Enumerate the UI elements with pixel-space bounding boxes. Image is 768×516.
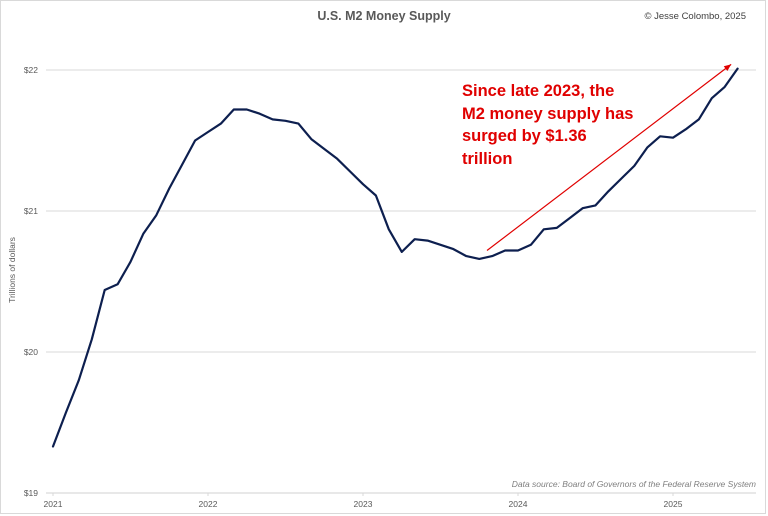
y-tick-label: $21 (24, 206, 38, 216)
x-tick-label: 2023 (354, 499, 373, 509)
annotation-arrow-group (486, 63, 732, 251)
data-source-note: Data source: Board of Governors of the F… (511, 479, 756, 489)
annotation-line: surged by $1.36 (462, 127, 587, 145)
y-tick-label: $19 (24, 488, 38, 498)
gridlines (46, 69, 756, 494)
annotation-arrowhead (723, 64, 732, 71)
chart-title: U.S. M2 Money Supply (317, 9, 451, 23)
y-axis-ticks: $19 $20 $21 $22 (24, 65, 38, 498)
annotation-line: trillion (462, 149, 513, 168)
annotation-line: Since late 2023, the (462, 82, 615, 100)
y-tick-label: $20 (24, 347, 38, 357)
x-tick-label: 2024 (509, 499, 528, 509)
y-tick-label: $22 (24, 65, 38, 75)
annotation-text: Since late 2023, the M2 money supply has… (462, 80, 672, 170)
annotation-arrow-line (486, 63, 732, 251)
series-group (51, 67, 739, 448)
annotation-line: M2 money supply has (462, 104, 634, 123)
series-line (51, 67, 739, 448)
x-tick-label: 2025 (664, 499, 683, 509)
copyright-credit: © Jesse Colombo, 2025 (644, 11, 746, 22)
x-axis-ticks: 2021 2022 2023 2024 2025 (44, 493, 683, 509)
x-tick-label: 2022 (199, 499, 218, 509)
x-tick-label: 2021 (44, 499, 63, 509)
